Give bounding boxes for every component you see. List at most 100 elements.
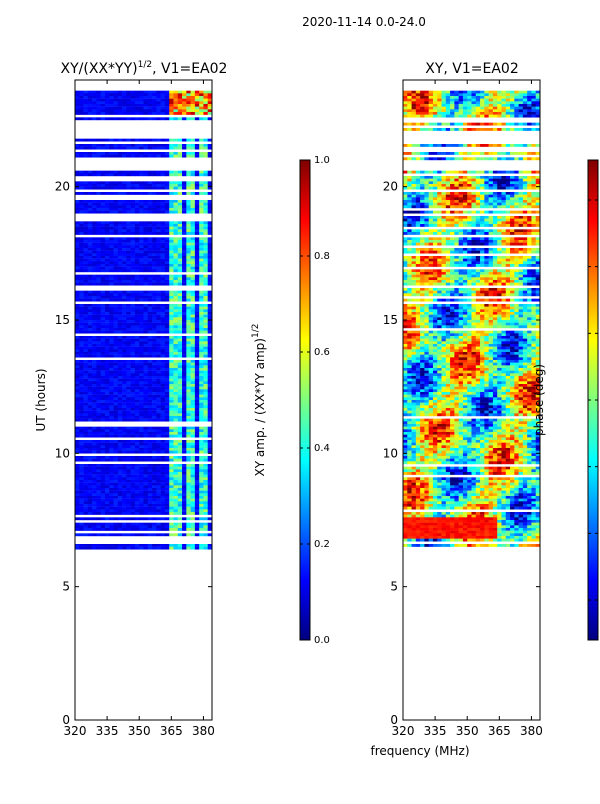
heatmap-cell — [101, 248, 106, 251]
heatmap-cell — [199, 325, 204, 328]
heatmap-cell — [442, 107, 447, 110]
heatmap-cell — [122, 323, 127, 326]
heatmap-cell — [527, 152, 532, 155]
heatmap-cell — [101, 469, 106, 472]
heatmap-cell — [165, 317, 170, 320]
heatmap-cell — [88, 208, 93, 211]
heatmap-cell — [135, 184, 140, 187]
heatmap-cell — [407, 176, 412, 179]
heatmap-cell — [84, 504, 89, 507]
heatmap-cell — [476, 112, 481, 115]
heatmap-cell — [118, 363, 123, 366]
heatmap-cell — [191, 227, 196, 230]
heatmap-cell — [131, 243, 136, 246]
heatmap-cell — [161, 205, 166, 208]
heatmap-cell — [165, 509, 170, 512]
heatmap-cell — [144, 501, 149, 504]
heatmap-cell — [182, 389, 187, 392]
heatmap-cell — [156, 293, 161, 296]
heatmap-cell — [195, 291, 200, 294]
heatmap-cell — [186, 256, 191, 259]
heatmap-cell — [203, 144, 208, 147]
heatmap-cell — [203, 493, 208, 496]
heatmap-cell — [489, 115, 494, 118]
heatmap-cell — [203, 261, 208, 264]
heatmap-cell — [178, 280, 183, 283]
heatmap-cell — [84, 296, 89, 299]
heatmap-cell — [186, 411, 191, 414]
heatmap-cell — [173, 368, 178, 371]
heatmap-cell — [96, 256, 101, 259]
heatmap-cell — [169, 475, 174, 478]
heatmap-cell — [186, 173, 191, 176]
heatmap-cell — [178, 261, 183, 264]
heatmap-cell — [152, 475, 157, 478]
heatmap-cell — [131, 312, 136, 315]
heatmap-cell — [96, 488, 101, 491]
heatmap-cell — [203, 448, 208, 451]
heatmap-cell — [459, 195, 464, 198]
heatmap-cell — [92, 227, 97, 230]
heatmap-cell — [169, 408, 174, 411]
heatmap-cell — [96, 277, 101, 280]
heatmap-cell — [156, 464, 161, 467]
heatmap-cell — [75, 395, 80, 398]
heatmap-cell — [459, 93, 464, 96]
heatmap-cell — [109, 277, 114, 280]
heatmap-cell — [178, 171, 183, 174]
heatmap-cell — [92, 405, 97, 408]
heatmap-cell — [139, 523, 144, 526]
heatmap-cell — [118, 523, 123, 526]
heatmap-cell — [114, 488, 119, 491]
heatmap-cell — [105, 280, 110, 283]
heatmap-cell — [191, 101, 196, 104]
heatmap-cell — [114, 493, 119, 496]
heatmap-cell — [105, 240, 110, 243]
heatmap-cell — [84, 237, 89, 240]
heatmap-cell — [148, 144, 153, 147]
heatmap-cell — [203, 344, 208, 347]
heatmap-cell — [416, 184, 421, 187]
heatmap-cell — [165, 373, 170, 376]
heatmap-cell — [118, 507, 123, 510]
heatmap-cell — [96, 384, 101, 387]
heatmap-cell — [144, 307, 149, 310]
heatmap-cell — [182, 504, 187, 507]
heatmap-cell — [109, 547, 114, 550]
heatmap-cell — [178, 277, 183, 280]
heatmap-cell — [472, 181, 477, 184]
heatmap-cell — [501, 115, 506, 118]
heatmap-cell — [191, 485, 196, 488]
heatmap-cell — [514, 101, 519, 104]
heatmap-cell — [75, 392, 80, 395]
heatmap-cell — [199, 365, 204, 368]
heatmap-cell — [195, 373, 200, 376]
heatmap-cell — [191, 408, 196, 411]
heatmap-cell — [489, 104, 494, 107]
heatmap-cell — [523, 152, 528, 155]
heatmap-cell — [105, 408, 110, 411]
heatmap-cell — [178, 312, 183, 315]
heatmap-cell — [148, 379, 153, 382]
heatmap-cell — [165, 496, 170, 499]
heatmap-cell — [152, 152, 157, 155]
heatmap-cell — [144, 101, 149, 104]
heatmap-cell — [195, 368, 200, 371]
heatmap-cell — [195, 501, 200, 504]
heatmap-cell — [156, 525, 161, 528]
heatmap-cell — [191, 309, 196, 312]
heatmap-cell — [105, 259, 110, 262]
heatmap-cell — [144, 427, 149, 430]
heatmap-cell — [203, 427, 208, 430]
heatmap-cell — [139, 336, 144, 339]
heatmap-cell — [195, 405, 200, 408]
heatmap-cell — [199, 96, 204, 99]
heatmap-cell — [75, 293, 80, 296]
heatmap-cell — [84, 256, 89, 259]
heatmap-cell — [101, 192, 106, 195]
heatmap-cell — [101, 504, 106, 507]
heatmap-cell — [173, 384, 178, 387]
heatmap-cell — [420, 101, 425, 104]
heatmap-cell — [109, 221, 114, 224]
heatmap-cell — [139, 339, 144, 342]
